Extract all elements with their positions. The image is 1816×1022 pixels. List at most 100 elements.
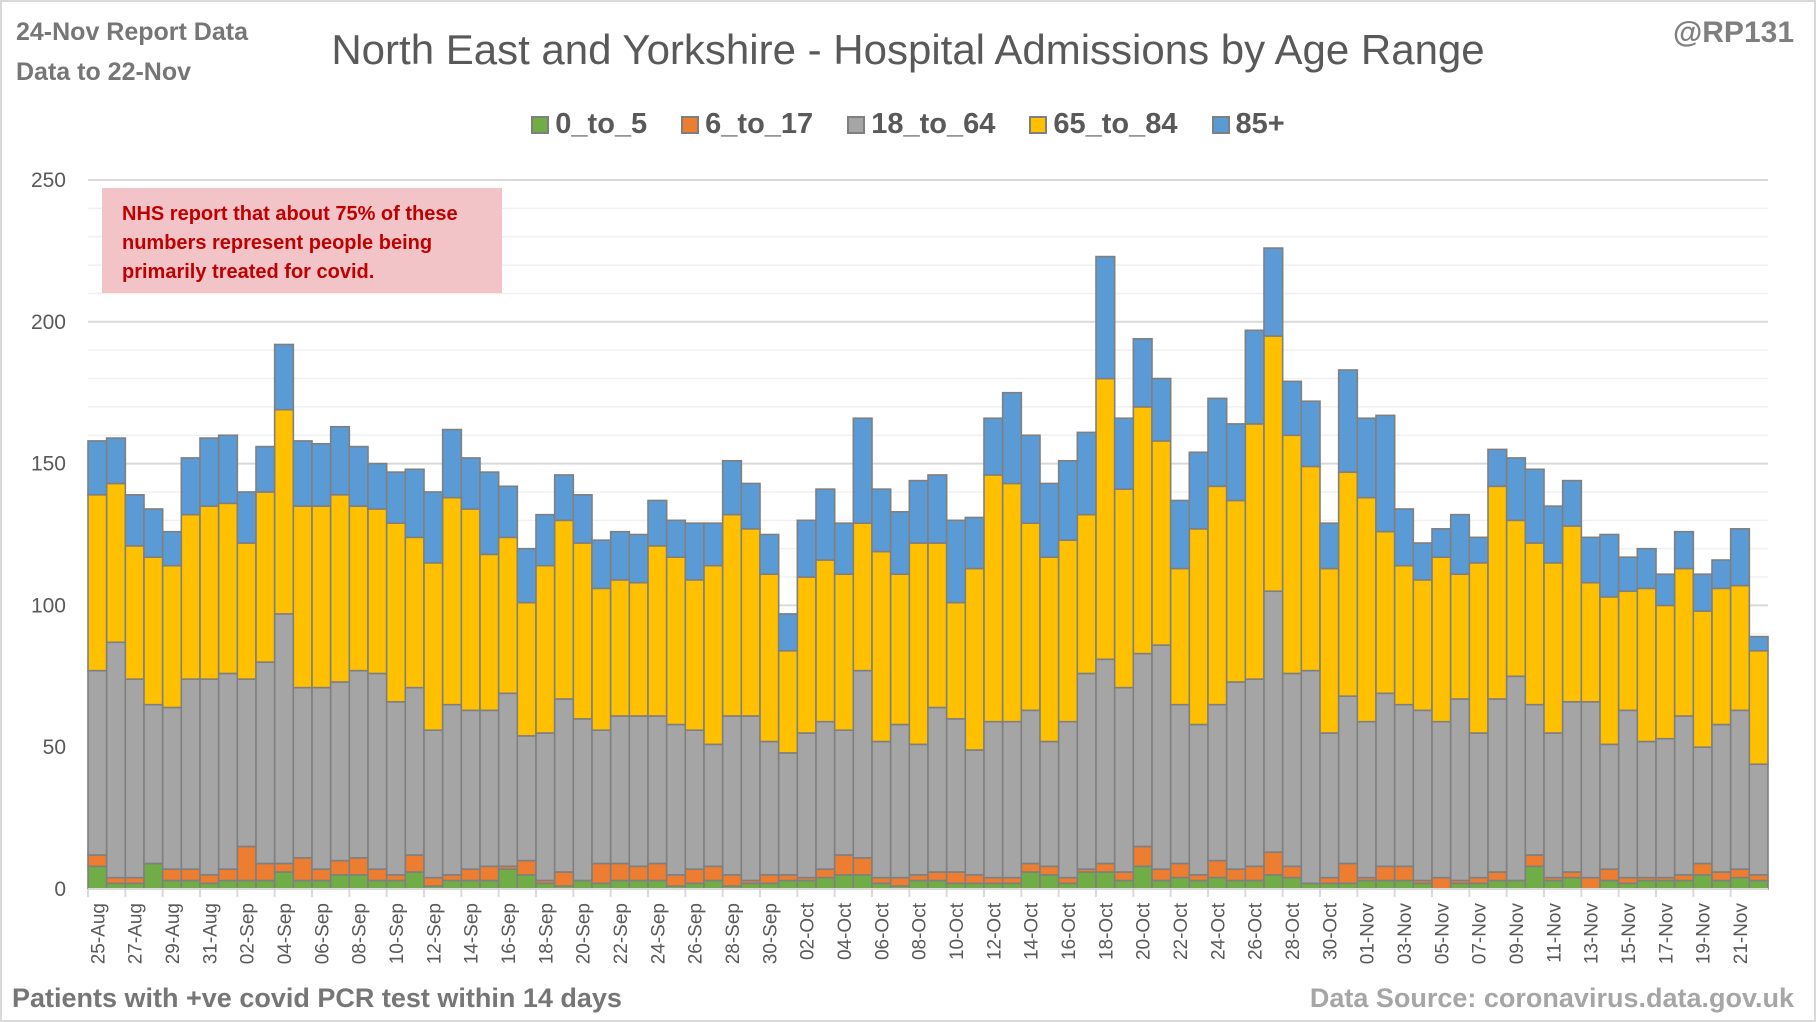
bar-segment-65-to-84 xyxy=(348,505,369,672)
bar-segment-65-to-84 xyxy=(1748,649,1769,766)
bar-segment-65-to-84 xyxy=(1673,567,1695,717)
bar-segment-85-plus xyxy=(1561,479,1583,527)
bar-segment-6-to-17 xyxy=(628,865,649,882)
bar-segment-65-to-84 xyxy=(609,579,631,717)
bar-segment-0-to-5 xyxy=(1207,876,1228,890)
bar-segment-18-to-64 xyxy=(983,720,1004,879)
bar-segment-0-to-5 xyxy=(1375,879,1396,890)
bar-segment-18-to-64 xyxy=(1169,703,1191,865)
x-tick-label: 16-Sep xyxy=(499,903,520,964)
bar-segment-18-to-64 xyxy=(1113,686,1135,873)
legend-item-65-to-84: 65_to_84 xyxy=(1029,108,1178,141)
bar-segment-65-to-84 xyxy=(759,573,780,743)
x-tick-label: 30-Sep xyxy=(760,903,781,964)
bar-segment-85-plus xyxy=(1020,434,1041,524)
bar-segment-18-to-64 xyxy=(553,698,575,873)
legend-label: 18_to_64 xyxy=(871,108,996,140)
bar-segment-85-plus xyxy=(1449,513,1471,576)
x-tick-label: 21-Nov xyxy=(1731,903,1752,965)
bar-segment-85-plus xyxy=(871,488,892,553)
bar-segment-0-to-5 xyxy=(852,874,873,890)
bar-segment-0-to-5 xyxy=(815,876,836,890)
bar-segment-0-to-5 xyxy=(1655,879,1676,890)
bar-segment-85-plus xyxy=(1599,533,1620,598)
bar-segment-6-to-17 xyxy=(105,876,127,885)
bar-segment-18-to-64 xyxy=(1076,672,1097,870)
bar-segment-0-to-5 xyxy=(404,871,425,890)
bar-segment-0-to-5 xyxy=(217,879,239,890)
x-tick-label: 08-Sep xyxy=(350,903,371,964)
bar-segment-85-plus xyxy=(535,513,556,567)
bar-segment-85-plus xyxy=(404,468,425,539)
bar-segment-85-plus xyxy=(1300,400,1321,468)
bar-segment-85-plus xyxy=(1543,505,1564,564)
bar-segment-18-to-64 xyxy=(1001,720,1023,879)
bar-segment-18-to-64 xyxy=(348,669,369,859)
bar-segment-18-to-64 xyxy=(815,720,836,870)
bar-segment-65-to-84 xyxy=(367,508,388,675)
bar-segment-85-plus xyxy=(1132,338,1153,408)
bar-segment-6-to-17 xyxy=(1561,871,1583,879)
bar-segment-85-plus xyxy=(964,516,985,570)
bar-segment-65-to-84 xyxy=(1225,499,1247,683)
bar-segment-65-to-84 xyxy=(105,482,127,644)
bar-segment-85-plus xyxy=(1095,255,1116,380)
bar-segment-85-plus xyxy=(703,522,724,567)
bar-segment-65-to-84 xyxy=(1356,496,1377,723)
bar-segment-18-to-64 xyxy=(1655,737,1676,879)
bar-segment-65-to-84 xyxy=(591,587,612,731)
bar-segment-18-to-64 xyxy=(684,729,705,870)
bar-segment-18-to-64 xyxy=(87,669,108,856)
x-tick-label: 10-Oct xyxy=(947,902,968,960)
bar-segment-65-to-84 xyxy=(217,502,239,675)
bar-segment-0-to-5 xyxy=(1673,879,1695,890)
x-tick-label: 08-Oct xyxy=(910,902,931,960)
bar-segment-18-to-64 xyxy=(1281,672,1303,868)
x-tick-label: 18-Oct xyxy=(1096,902,1117,960)
bar-segment-65-to-84 xyxy=(385,522,407,703)
bar-segment-6-to-17 xyxy=(1748,874,1769,882)
bar-segment-18-to-64 xyxy=(833,729,855,856)
bar-segment-65-to-84 xyxy=(1729,584,1751,712)
bar-segment-6-to-17 xyxy=(1169,862,1191,879)
bar-segment-18-to-64 xyxy=(609,715,631,865)
bar-segment-85-plus xyxy=(833,522,855,576)
legend-swatch xyxy=(531,115,550,134)
bar-segment-85-plus xyxy=(1412,542,1433,581)
bar-segment-6-to-17 xyxy=(684,868,705,885)
bar-segment-6-to-17 xyxy=(1431,876,1452,890)
y-tick-label: 100 xyxy=(31,594,66,617)
annotation-box: NHS report that about 75% of these numbe… xyxy=(102,188,502,293)
bar-segment-85-plus xyxy=(1487,448,1508,488)
bar-segment-85-plus xyxy=(1337,369,1359,473)
bar-segment-85-plus xyxy=(889,511,911,576)
x-tick-label: 06-Oct xyxy=(872,902,893,960)
bar-segment-65-to-84 xyxy=(647,545,668,717)
bar-segment-85-plus xyxy=(1711,559,1732,590)
bar-segment-6-to-17 xyxy=(273,862,295,873)
x-tick-label: 31-Aug xyxy=(200,903,221,964)
bar-segment-6-to-17 xyxy=(516,859,537,876)
bar-segment-6-to-17 xyxy=(1729,868,1751,879)
bar-segment-85-plus xyxy=(1076,431,1097,516)
bar-segment-18-to-64 xyxy=(217,672,239,870)
bar-segment-85-plus xyxy=(1225,423,1247,502)
bar-segment-18-to-64 xyxy=(105,641,127,879)
bar-segment-0-to-5 xyxy=(1039,874,1060,890)
bar-segment-65-to-84 xyxy=(777,649,799,754)
bar-segment-18-to-64 xyxy=(1711,723,1732,873)
bar-segment-65-to-84 xyxy=(721,513,743,717)
bar-segment-0-to-5 xyxy=(1692,874,1713,890)
bar-segment-85-plus xyxy=(367,462,388,510)
bar-segment-0-to-5 xyxy=(1225,879,1247,890)
bar-segment-6-to-17 xyxy=(1319,876,1340,885)
bar-segment-0-to-5 xyxy=(1095,871,1116,890)
bar-segment-6-to-17 xyxy=(1711,871,1732,882)
bar-segment-65-to-84 xyxy=(161,564,183,709)
author-handle: @RP131 xyxy=(1673,16,1794,49)
bar-segment-6-to-17 xyxy=(367,868,388,882)
x-tick-label: 07-Nov xyxy=(1470,903,1491,965)
bar-segment-18-to-64 xyxy=(441,703,463,876)
x-tick-label: 22-Sep xyxy=(611,903,632,964)
bar-segment-18-to-64 xyxy=(497,692,519,868)
